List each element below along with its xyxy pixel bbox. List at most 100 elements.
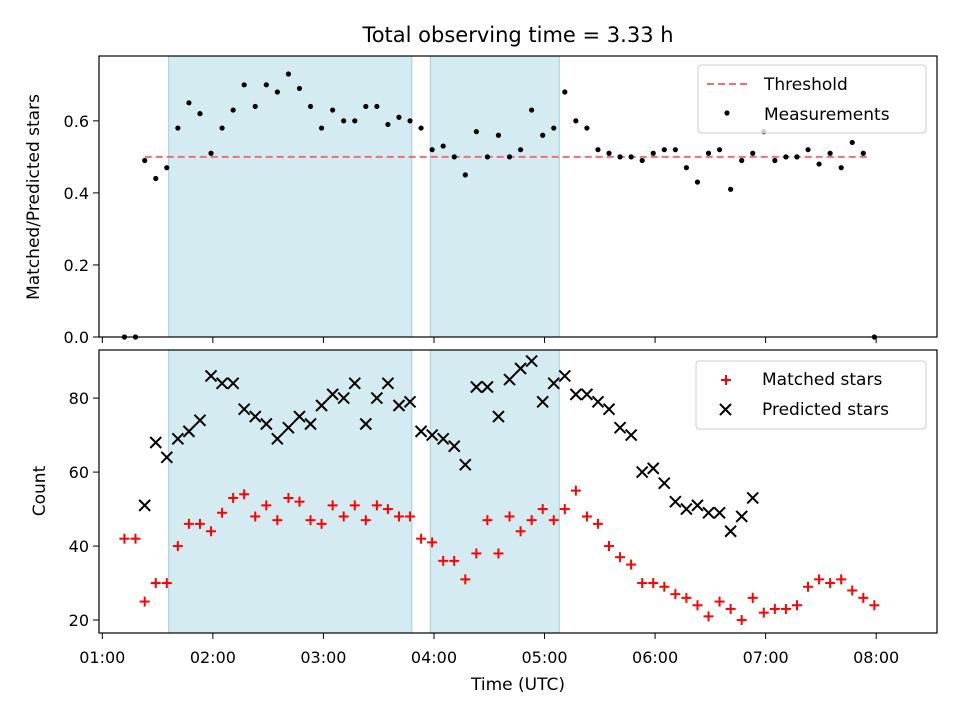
matched-star-point xyxy=(747,592,758,603)
measurement-point xyxy=(562,89,568,95)
predicted-star-point xyxy=(569,388,583,401)
predicted-star-point xyxy=(370,391,384,405)
measurement-point xyxy=(186,100,192,106)
matched-star-point xyxy=(316,518,327,529)
predicted-star-point xyxy=(558,369,572,383)
predicted-star-point xyxy=(702,506,715,519)
count-panel-frame xyxy=(98,349,938,634)
matched-star-point xyxy=(228,492,239,503)
measurement-point xyxy=(153,175,159,182)
legend-measurements-label: Measurements xyxy=(764,105,890,125)
ratio-panel-frame xyxy=(98,55,938,338)
matched-star-point xyxy=(206,526,217,537)
predicted-star-point xyxy=(470,380,483,394)
measurement-point xyxy=(330,107,336,113)
matched-star-point xyxy=(449,555,460,566)
predicted-star-point xyxy=(713,506,726,519)
legend-matched-swatch xyxy=(721,375,731,385)
predicted-star-point xyxy=(149,436,162,449)
predicted-star-point xyxy=(282,421,295,434)
y-tick-label: 0.0 xyxy=(64,328,89,347)
matched-star-point xyxy=(769,603,780,614)
predicted-star-point xyxy=(680,502,693,516)
measurement-point xyxy=(164,165,170,171)
observing-interval-1 xyxy=(168,55,413,338)
measurement-point xyxy=(595,147,601,153)
matched-star-point xyxy=(393,511,404,522)
measurement-point xyxy=(197,111,203,117)
matched-star-point xyxy=(161,578,172,589)
legend-measurements-swatch xyxy=(724,110,730,116)
measurement-point xyxy=(473,129,479,135)
measurement-point xyxy=(274,89,280,95)
measurement-point xyxy=(683,165,690,171)
predicted-star-point xyxy=(436,432,450,445)
predicted-star-point xyxy=(746,491,759,505)
predicted-star-point xyxy=(514,362,527,375)
matched-star-point xyxy=(194,518,205,529)
measurement-point xyxy=(694,179,701,185)
measurement-point xyxy=(827,150,833,156)
measurement-point xyxy=(506,154,513,160)
legend-threshold-label: Threshold xyxy=(763,75,848,95)
y-tick-label: 0.2 xyxy=(64,256,89,275)
matched-star-point xyxy=(858,592,869,603)
measurement-point xyxy=(407,118,413,124)
predicted-star-point xyxy=(691,499,704,512)
matched-star-point xyxy=(814,574,825,585)
measurement-point xyxy=(783,154,789,160)
measurement-point xyxy=(462,172,468,178)
measurement-point xyxy=(285,71,292,77)
y-tick-label: 60 xyxy=(69,463,89,482)
measurement-point xyxy=(805,147,811,153)
x-tick-label: 08:00 xyxy=(853,648,899,667)
matched-star-point xyxy=(482,515,493,526)
predicted-star-point xyxy=(249,410,262,423)
matched-star-point xyxy=(150,578,161,589)
matched-star-point xyxy=(604,541,615,552)
matched-star-point xyxy=(791,600,802,611)
measurement-point xyxy=(628,154,634,160)
count-legend: Matched stars Predicted stars xyxy=(695,360,927,430)
measurement-point xyxy=(142,157,148,164)
matched-star-point xyxy=(825,578,836,589)
predicted-star-point xyxy=(414,425,428,438)
matched-star-point xyxy=(836,574,847,585)
measurement-point xyxy=(617,154,623,160)
predicted-star-point xyxy=(403,395,417,408)
measurement-point xyxy=(540,132,546,138)
chart-title: Total observing time = 3.33 h xyxy=(361,23,673,47)
matched-star-point xyxy=(130,533,141,544)
predicted-star-point xyxy=(658,476,671,490)
predicted-star-point xyxy=(337,391,350,405)
measurement-point xyxy=(396,114,402,120)
predicted-star-point xyxy=(182,425,196,438)
measurement-point xyxy=(816,161,822,167)
ratio-y-axis-label: Matched/Predicted stars xyxy=(24,94,44,300)
legend-predicted-label: Predicted stars xyxy=(762,400,889,420)
matched-star-point xyxy=(405,511,416,522)
y-tick-label: 20 xyxy=(69,611,89,630)
measurement-point xyxy=(551,125,557,131)
matched-star-point xyxy=(725,603,736,614)
measurement-point xyxy=(296,85,303,92)
matched-star-point xyxy=(515,526,526,537)
matched-star-point xyxy=(139,596,150,607)
measurement-point xyxy=(517,147,524,153)
matched-star-point xyxy=(172,541,183,552)
matched-star-point xyxy=(119,533,130,544)
measurement-point xyxy=(495,132,502,138)
measurement-point xyxy=(418,125,424,131)
measurement-point xyxy=(606,150,612,156)
matched-star-point xyxy=(371,500,382,511)
predicted-star-point xyxy=(503,373,516,386)
matched-star-point xyxy=(703,611,714,622)
predicted-star-point xyxy=(536,395,549,408)
predicted-star-point xyxy=(348,377,361,390)
count-panel: 20 40 60 80 01:00 02:00 03:00 04:00 05:00 06:00 07… xyxy=(30,349,938,695)
measurement-point xyxy=(772,157,778,164)
predicted-star-point xyxy=(602,402,616,416)
x-tick-label: 01:00 xyxy=(79,648,125,667)
predicted-star-point xyxy=(635,465,649,479)
predicted-star-point xyxy=(138,499,151,512)
